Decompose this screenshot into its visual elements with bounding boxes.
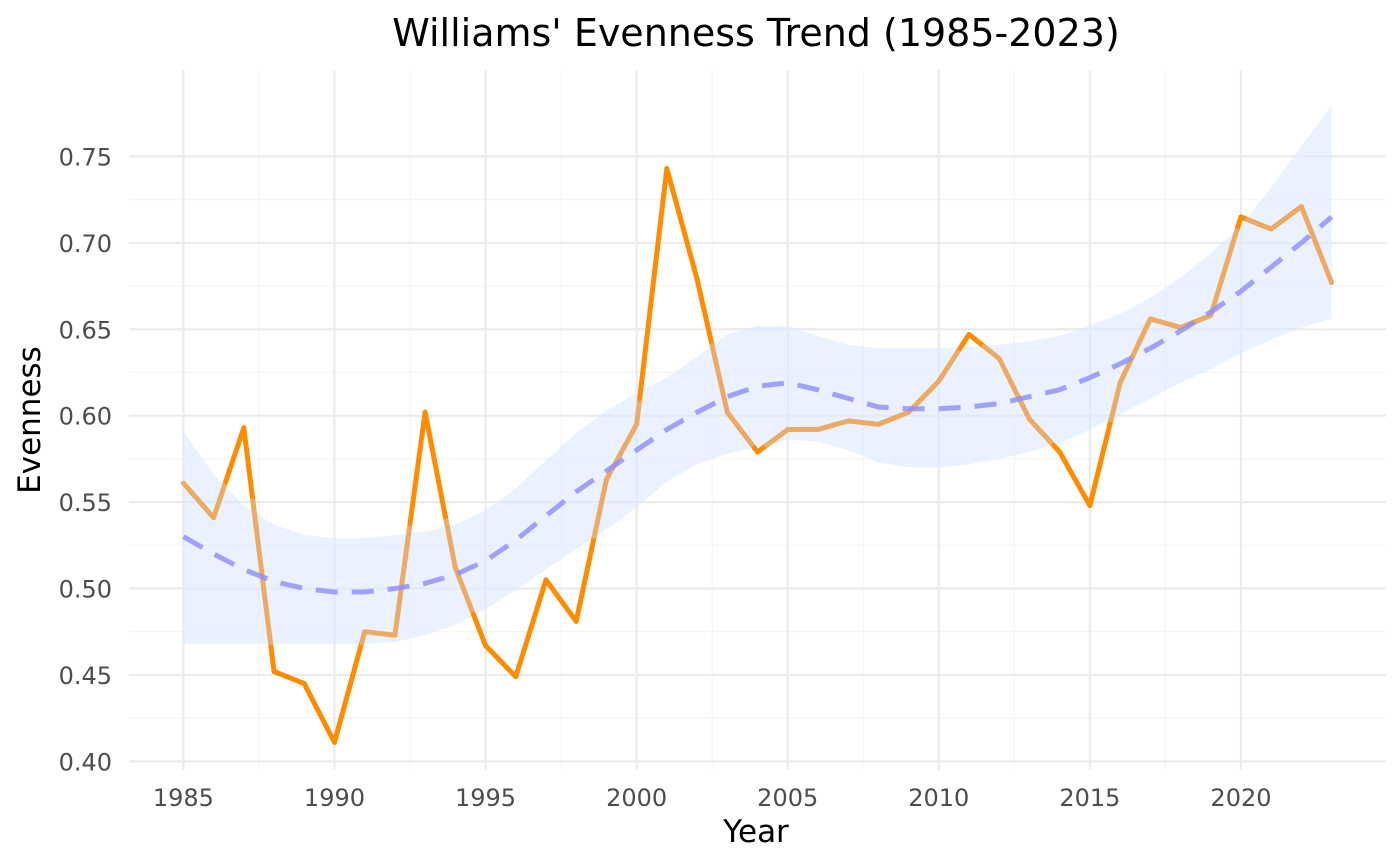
x-tick-label: 2020 <box>1210 784 1271 812</box>
observed-line-segment <box>401 543 410 571</box>
y-tick-label: 0.75 <box>59 143 112 171</box>
observed-line-segment <box>425 425 434 446</box>
observed-line-segment <box>268 644 277 674</box>
y-tick-label: 0.55 <box>59 489 112 517</box>
x-axis-title: Year <box>722 814 789 850</box>
y-tick-label: 0.45 <box>59 662 112 690</box>
observed-line-segment <box>407 498 416 527</box>
observed-line-segment <box>643 319 652 351</box>
observed-line-segment <box>392 610 401 638</box>
y-axis-title: Evenness <box>12 346 48 494</box>
observed-line-segment <box>241 425 250 455</box>
y-tick-label: 0.40 <box>59 748 112 776</box>
observed-line-segment <box>440 503 449 524</box>
observed-line-segment <box>449 549 458 571</box>
y-tick-label: 0.70 <box>59 230 112 258</box>
observed-line-segment <box>256 547 265 577</box>
observed-line-segment <box>634 396 643 427</box>
observed-line-segment <box>652 242 661 274</box>
observed-line-segment <box>253 522 262 553</box>
observed-line-segment <box>446 534 455 555</box>
confidence-band <box>183 106 1332 644</box>
observed-line-segment <box>1326 272 1335 286</box>
x-tick-label: 2000 <box>606 784 667 812</box>
observed-line-segment <box>265 620 274 650</box>
observed-line-segment <box>434 471 443 493</box>
confidence-band-layer <box>183 106 1332 644</box>
observed-line-segment <box>640 345 649 376</box>
x-tick-label: 2015 <box>1059 784 1120 812</box>
observed-line-segment <box>250 498 259 528</box>
observed-line-segment <box>404 521 413 549</box>
observed-line-segment <box>655 217 664 248</box>
x-tick-label: 2005 <box>757 784 818 812</box>
observed-line-segment <box>395 588 404 616</box>
observed-line-segment <box>422 409 431 431</box>
x-tick-label: 1995 <box>455 784 516 812</box>
observed-line-segment <box>431 456 440 477</box>
observed-line-segment <box>410 476 419 504</box>
y-tick-label: 0.60 <box>59 403 112 431</box>
observed-line-segment <box>262 595 271 626</box>
observed-line-segment <box>416 432 425 460</box>
observed-line-segment <box>658 191 667 223</box>
y-axis-ticks: 0.40 0.45 0.50 0.55 0.60 0.65 0.70 0.75 <box>59 143 112 776</box>
observed-line-segment <box>649 268 658 299</box>
y-tick-label: 0.50 <box>59 576 112 604</box>
observed-line-segment <box>637 370 646 402</box>
observed-line-segment <box>437 487 446 509</box>
x-tick-label: 1990 <box>304 784 365 812</box>
observed-line-segment <box>413 454 422 482</box>
chart-title: Williams' Evenness Trend (1985-2023) <box>392 11 1120 55</box>
x-tick-label: 2010 <box>908 784 969 812</box>
y-tick-label: 0.65 <box>59 316 112 344</box>
observed-line-segment <box>646 293 655 325</box>
observed-line-layer <box>180 166 1335 745</box>
observed-line-segment <box>247 474 256 504</box>
x-axis-ticks: 1985 1990 1995 2000 2005 2010 2015 2020 <box>153 784 1272 812</box>
observed-line-segment <box>428 440 437 462</box>
observed-line-segment <box>443 518 452 540</box>
observed-line-segment <box>244 449 253 480</box>
x-tick-label: 1985 <box>153 784 214 812</box>
